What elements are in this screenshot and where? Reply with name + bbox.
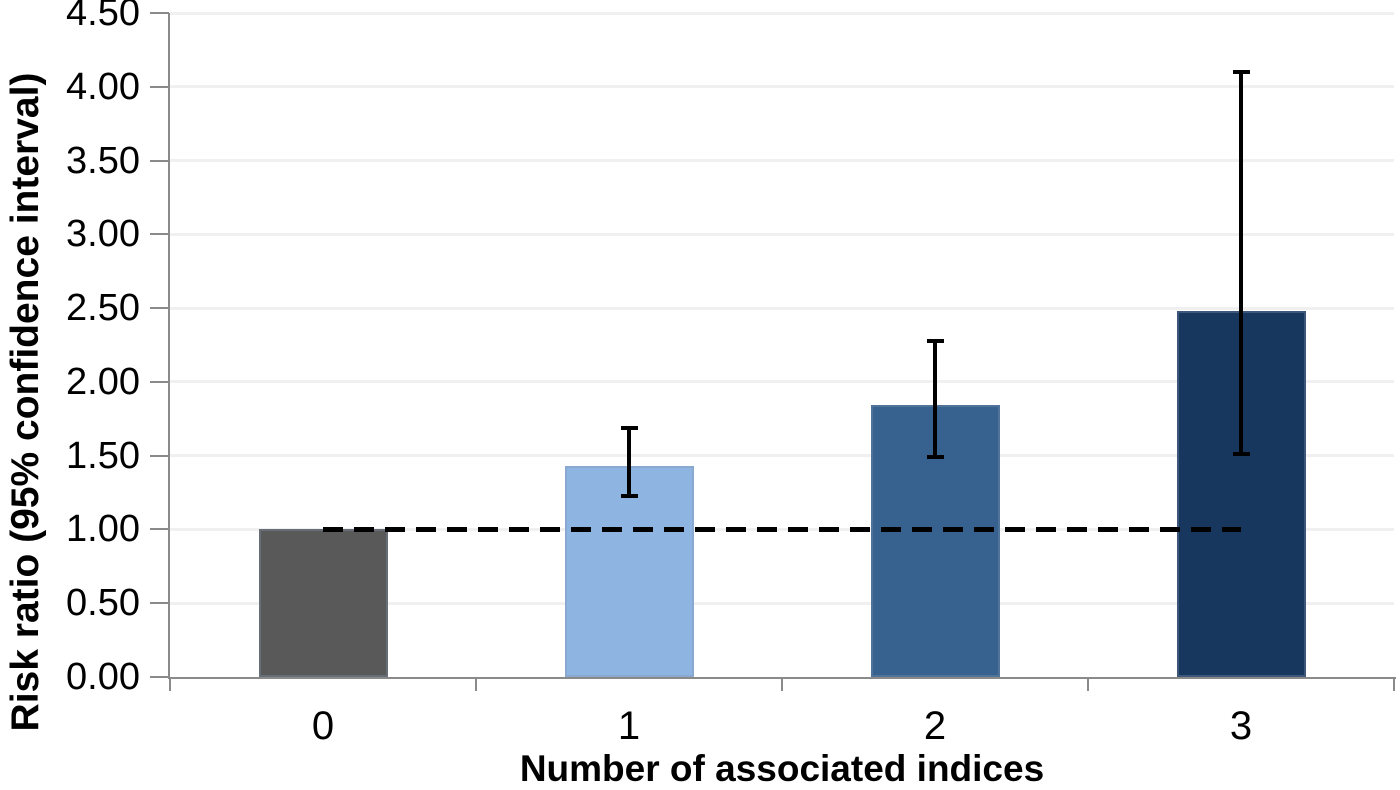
y-tick-mark: [150, 602, 169, 605]
y-tick-label: 4.50: [66, 0, 140, 34]
bar-3: [1176, 311, 1306, 677]
x-tick-mark: [781, 677, 783, 691]
error-bar: [933, 340, 937, 458]
y-tick-mark: [150, 454, 169, 457]
y-tick-label: 0.50: [66, 582, 140, 625]
y-tick-mark: [150, 380, 169, 383]
gridline: [170, 380, 1394, 384]
y-tick-mark: [150, 85, 169, 88]
y-tick-label: 4.00: [66, 65, 140, 108]
y-tick-label: 2.00: [66, 360, 140, 403]
y-tick-mark: [150, 528, 169, 531]
y-tick-label: 3.50: [66, 139, 140, 182]
gridline: [170, 601, 1394, 605]
y-tick-label: 0.00: [66, 656, 140, 698]
gridline: [170, 159, 1394, 163]
bar-0: [258, 529, 388, 677]
x-tick-mark: [475, 677, 477, 691]
error-bar-cap: [1232, 70, 1250, 75]
gridline: [170, 306, 1394, 310]
gridline: [170, 232, 1394, 236]
plot-area: [170, 11, 1394, 677]
y-tick-label: 2.50: [66, 287, 140, 330]
y-tick-mark: [150, 233, 169, 236]
y-tick-mark: [150, 307, 169, 310]
x-tick-mark: [169, 677, 171, 691]
gridline: [170, 85, 1394, 89]
error-bar-cap: [926, 338, 944, 343]
x-tick-mark: [1393, 677, 1395, 691]
y-axis-line: [168, 13, 170, 679]
x-tick-label: 3: [1229, 704, 1253, 748]
x-tick-label: 2: [923, 704, 947, 748]
error-bar-cap: [926, 455, 944, 460]
reference-line: [323, 526, 1241, 532]
y-tick-label: 1.50: [66, 434, 140, 477]
bar-1: [564, 465, 694, 677]
error-bar: [1239, 72, 1243, 455]
error-bar-cap: [620, 493, 638, 498]
y-tick-label: 3.00: [66, 213, 140, 256]
y-tick-mark: [150, 676, 169, 678]
gridline: [170, 454, 1394, 458]
y-tick-mark: [150, 159, 169, 162]
x-tick-label: 1: [617, 704, 641, 748]
x-tick-label: 0: [311, 704, 335, 748]
y-tick-label: 1.00: [66, 508, 140, 551]
x-axis-title: Number of associated indices: [519, 748, 1045, 789]
y-tick-mark: [150, 12, 169, 14]
error-bar-cap: [620, 425, 638, 430]
error-bar-cap: [1232, 452, 1250, 457]
gridline: [170, 11, 1394, 15]
x-tick-mark: [1087, 677, 1089, 691]
error-bar: [627, 427, 631, 496]
